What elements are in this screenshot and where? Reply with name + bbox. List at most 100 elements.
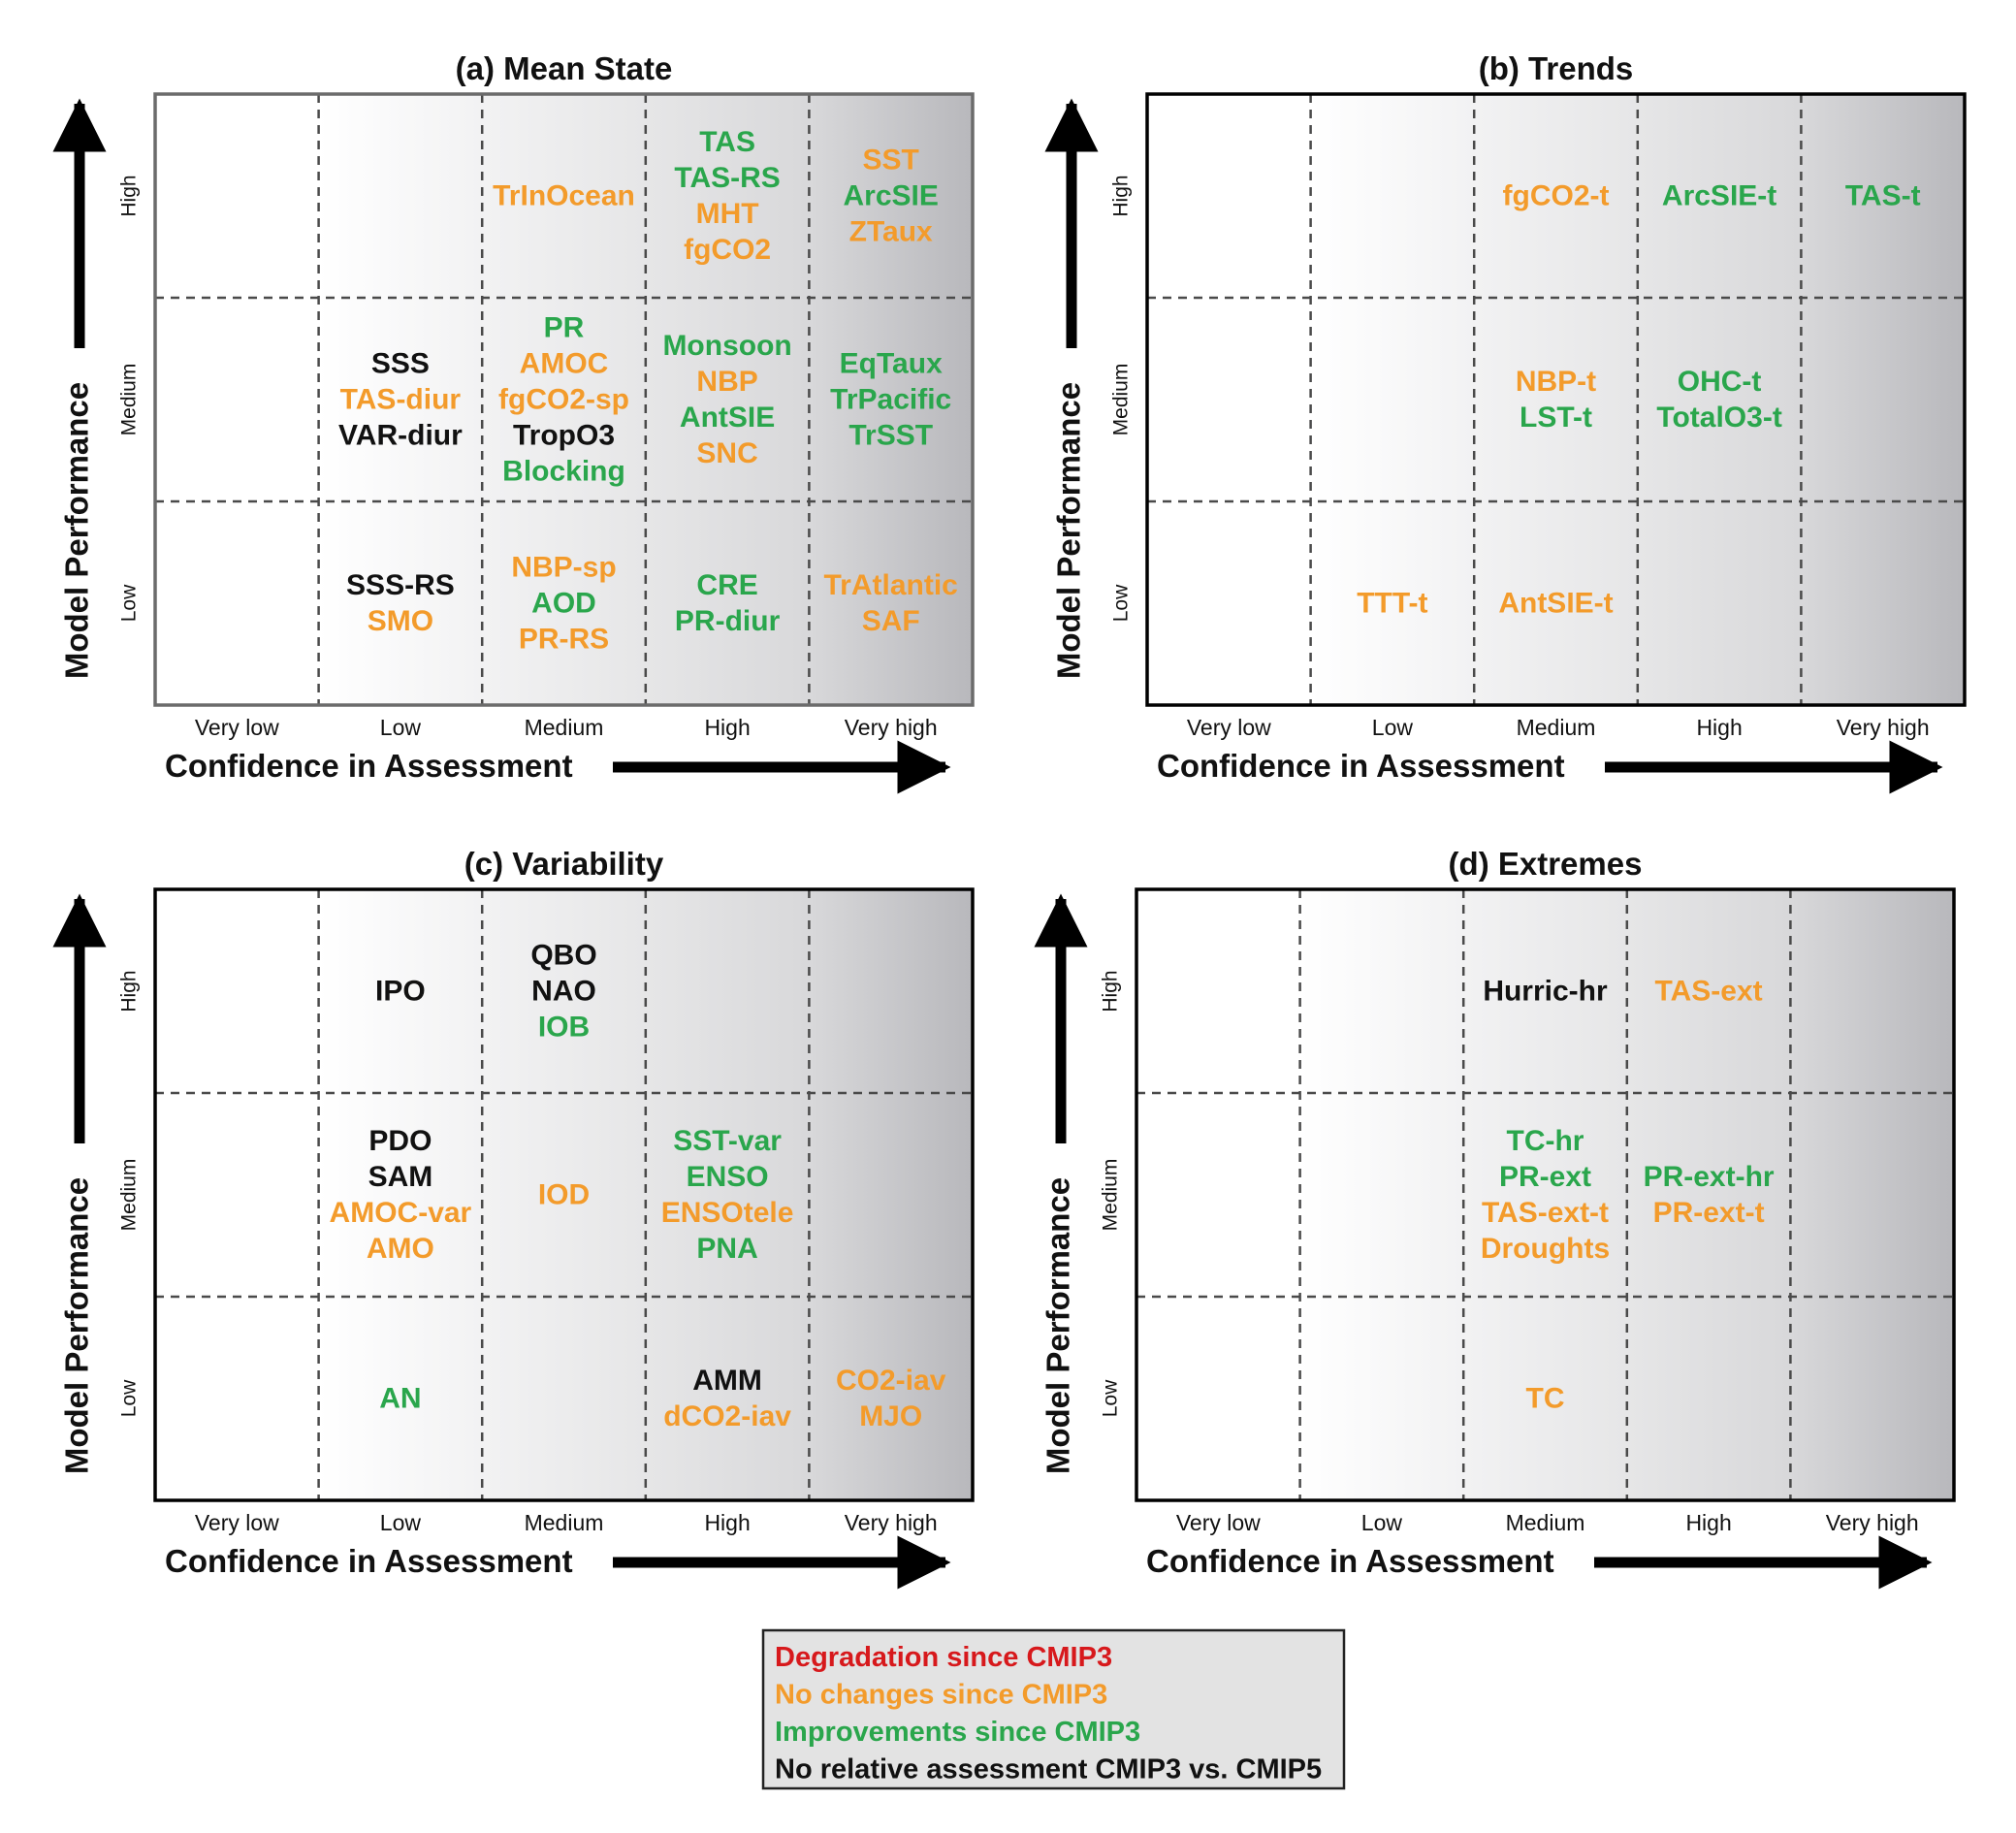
x-tick-label-high: High xyxy=(1685,1510,1731,1535)
y-tick-label-low: Low xyxy=(118,584,141,622)
metric-label-tc: TC xyxy=(1526,1383,1565,1415)
metric-label-pr-ext-t: PR-ext-t xyxy=(1653,1197,1765,1229)
metric-label-mjo: MJO xyxy=(859,1400,922,1432)
metric-label-nbp-t: NBP-t xyxy=(1516,366,1596,398)
metric-label-iod: IOD xyxy=(538,1179,590,1211)
metric-label-eqtaux: EqTaux xyxy=(840,348,943,380)
x-tick-label-high: High xyxy=(1696,715,1742,740)
metric-label-trsst: TrSST xyxy=(848,420,933,452)
panel-title: (b) Trends xyxy=(1479,50,1634,86)
panel-1: (a) Mean State Very low Low Medium High Very … xyxy=(52,50,975,794)
metric-label-sst-var: SST-var xyxy=(673,1125,782,1157)
metric-label-trinocean: TrInOcean xyxy=(493,180,635,212)
y-tick-label-medium: Medium xyxy=(1110,364,1133,436)
x-axis-title: Confidence in Assessment xyxy=(1157,748,1565,784)
metric-label-pr-ext: PR-ext xyxy=(1499,1161,1591,1193)
metric-label-amm: AMM xyxy=(692,1365,762,1397)
y-axis-title: Model Performance xyxy=(59,1177,95,1474)
metric-label-saf: SAF xyxy=(862,605,920,637)
metric-label-tas-diur: TAS-diur xyxy=(340,384,462,416)
metric-label-cre: CRE xyxy=(696,569,757,601)
x-tick-label-very-high: Very high xyxy=(845,1510,938,1535)
metric-label-arcsie: ArcSIE xyxy=(844,180,939,212)
panel-frame xyxy=(153,887,975,1502)
metric-label-tas-rs: TAS-RS xyxy=(674,162,780,194)
metric-label-pna: PNA xyxy=(696,1233,757,1265)
panel-title: (a) Mean State xyxy=(456,50,673,86)
metric-label-dco2-iav: dCO2-iav xyxy=(663,1400,791,1432)
y-tick-label-high: High xyxy=(1100,970,1122,1012)
y-tick-label-low: Low xyxy=(1100,1379,1122,1417)
y-axis-title: Model Performance xyxy=(59,382,95,679)
metric-label-tas-ext-t: TAS-ext-t xyxy=(1482,1197,1609,1229)
x-axis-title: Confidence in Assessment xyxy=(165,748,573,784)
metric-label-pr-diur: PR-diur xyxy=(675,605,781,637)
x-tick-label-low: Low xyxy=(380,1510,422,1535)
metric-label-pr: PR xyxy=(544,312,585,344)
panel-background xyxy=(1147,94,1965,705)
x-tick-label-very-low: Very low xyxy=(1176,1510,1261,1535)
y-tick-label-medium: Medium xyxy=(1100,1159,1122,1232)
metric-label-co2-iav: CO2-iav xyxy=(836,1365,946,1397)
metric-label-tc-hr: TC-hr xyxy=(1507,1125,1584,1157)
metric-label-amoc-var: AMOC-var xyxy=(330,1197,472,1229)
metric-label-sam: SAM xyxy=(368,1161,433,1193)
metric-label-ohc-t: OHC-t xyxy=(1678,366,1762,398)
y-tick-label-low: Low xyxy=(1110,584,1133,622)
x-tick-label-very-high: Very high xyxy=(1826,1510,1919,1535)
x-axis-title: Confidence in Assessment xyxy=(1146,1543,1554,1579)
x-tick-label-medium: Medium xyxy=(525,715,604,740)
y-axis-title: Model Performance xyxy=(1040,1177,1076,1474)
panel-2: (b) Trends Very low Low Medium High Very high… xyxy=(1044,50,1967,794)
metric-label-fgco2-t: fgCO2-t xyxy=(1503,180,1610,212)
y-axis-title: Model Performance xyxy=(1051,382,1087,679)
panel-background xyxy=(155,94,973,705)
metric-label-tas: TAS xyxy=(699,126,755,158)
metric-label-ttt-t: TTT-t xyxy=(1357,588,1427,620)
metric-label-droughts: Droughts xyxy=(1481,1233,1610,1265)
metric-label-pdo: PDO xyxy=(368,1125,432,1157)
metric-label-ipo: IPO xyxy=(375,976,426,1008)
metric-label-blocking: Blocking xyxy=(502,456,625,488)
metric-label-an: AN xyxy=(379,1383,421,1415)
metric-label-iob: IOB xyxy=(538,1012,590,1044)
legend-item-no-change: No changes since CMIP3 xyxy=(775,1680,1107,1711)
y-tick-label-high: High xyxy=(118,970,141,1012)
legend-item-no-assessment: No relative assessment CMIP3 vs. CMIP5 xyxy=(775,1754,1322,1785)
legend-item-improvement: Improvements since CMIP3 xyxy=(775,1717,1140,1748)
metric-label-sss: SSS xyxy=(371,348,430,380)
panel-3: (c) Variability Very low Low Medium High Very… xyxy=(52,846,975,1590)
y-tick-label-high: High xyxy=(118,175,141,216)
panel-title: (d) Extremes xyxy=(1449,846,1643,882)
x-tick-label-low: Low xyxy=(1372,715,1414,740)
y-tick-label-high: High xyxy=(1110,175,1133,216)
y-tick-label-medium: Medium xyxy=(118,364,141,436)
x-tick-label-very-high: Very high xyxy=(1837,715,1930,740)
legend-item-degradation: Degradation since CMIP3 xyxy=(775,1642,1112,1673)
x-tick-label-high: High xyxy=(704,715,750,740)
metric-label-arcsie-t: ArcSIE-t xyxy=(1662,180,1776,212)
metric-label-trpacific: TrPacific xyxy=(830,384,951,416)
metric-label-nbp-sp: NBP-sp xyxy=(511,552,616,584)
metric-label-fgco2-sp: fgCO2-sp xyxy=(498,384,629,416)
metric-label-pr-rs: PR-RS xyxy=(519,624,609,656)
metric-label-tropo3: TropO3 xyxy=(513,420,615,452)
x-tick-label-very-low: Very low xyxy=(1187,715,1271,740)
metric-label-nbp: NBP xyxy=(696,366,757,398)
metric-label-lst-t: LST-t xyxy=(1520,402,1592,434)
metric-label-sss-rs: SSS-RS xyxy=(346,569,455,601)
metric-label-nao: NAO xyxy=(531,976,596,1008)
x-axis-title: Confidence in Assessment xyxy=(165,1543,573,1579)
panel-background xyxy=(1136,889,1954,1500)
metric-label-sst: SST xyxy=(863,145,919,177)
metric-label-totalo3-t: TotalO3-t xyxy=(1656,402,1781,434)
metric-label-hurric-hr: Hurric-hr xyxy=(1483,976,1608,1008)
metric-label-amoc: AMOC xyxy=(520,348,609,380)
x-tick-label-medium: Medium xyxy=(525,1510,604,1535)
metric-label-tas-t: TAS-t xyxy=(1845,180,1921,212)
metric-label-monsoon: Monsoon xyxy=(662,330,791,362)
metric-label-enso: ENSO xyxy=(687,1161,769,1193)
metric-label-ensotele: ENSOtele xyxy=(661,1197,794,1229)
panel-frame xyxy=(153,92,975,707)
